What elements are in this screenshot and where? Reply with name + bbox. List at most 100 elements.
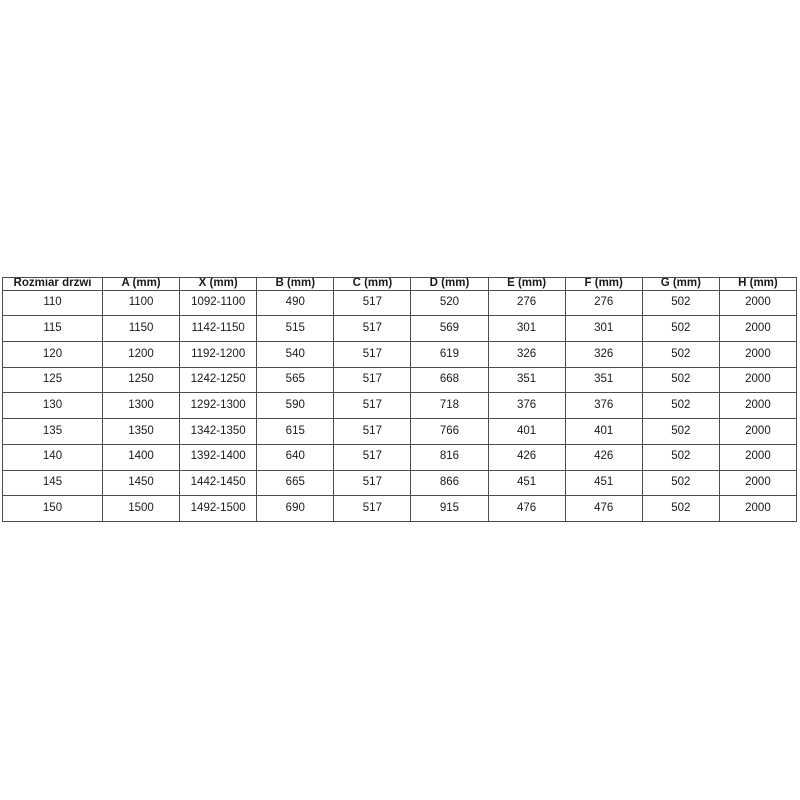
- table-cell: 1392-1400: [179, 443, 258, 471]
- table-cell: 1500: [101, 495, 181, 522]
- table-cell: 2000: [718, 289, 798, 317]
- table-cell: 502: [641, 418, 720, 445]
- header-cell: E (mm): [487, 277, 566, 291]
- table-row: 130 1300 1292-1300 590 517 718 376 376 502 2000: [2, 392, 798, 420]
- table-row: 135 1350 1342-1350 615 517 766 401 401 502 2000: [2, 418, 798, 445]
- table-cell: 502: [641, 315, 720, 342]
- table-cell: 326: [487, 340, 566, 368]
- table-cell: 351: [564, 366, 643, 394]
- table-cell: 376: [487, 392, 566, 420]
- table-cell: 120: [2, 340, 103, 368]
- table-cell: 110: [2, 289, 103, 317]
- table-cell: 517: [333, 392, 412, 420]
- table-cell: 2000: [718, 469, 798, 497]
- table-cell: 1492-1500: [179, 495, 258, 522]
- table-cell: 130: [2, 392, 103, 420]
- table-cell: 690: [256, 495, 335, 522]
- table-cell: 451: [564, 469, 643, 497]
- table-cell: 1242-1250: [179, 366, 258, 394]
- header-cell: C (mm): [333, 277, 412, 291]
- table-cell: 866: [410, 469, 489, 497]
- table-cell: 502: [641, 289, 720, 317]
- table-cell: 517: [333, 495, 412, 522]
- table-cell: 426: [564, 443, 643, 471]
- table-cell: 1092-1100: [179, 289, 258, 317]
- header-cell: Rozmiar drzwi: [2, 277, 103, 291]
- table-row: 110 1100 1092-1100 490 517 520 276 276 502 2000: [2, 289, 798, 317]
- header-cell: G (mm): [641, 277, 720, 291]
- table-cell: 569: [410, 315, 489, 342]
- table-cell: 115: [2, 315, 103, 342]
- table-cell: 565: [256, 366, 335, 394]
- table-cell: 517: [333, 340, 412, 368]
- table-cell: 140: [2, 443, 103, 471]
- table-cell: 502: [641, 340, 720, 368]
- table-cell: 276: [487, 289, 566, 317]
- table-cell: 301: [564, 315, 643, 342]
- table-cell: 1192-1200: [179, 340, 258, 368]
- table-row: 115 1150 1142-1150 515 517 569 301 301 502 2000: [2, 315, 798, 342]
- header-cell: B (mm): [256, 277, 335, 291]
- table-cell: 517: [333, 366, 412, 394]
- table-cell: 301: [487, 315, 566, 342]
- table-cell: 2000: [718, 495, 798, 522]
- table-cell: 1350: [101, 418, 181, 445]
- table-row: 150 1500 1492-1500 690 517 915 476 476 502 2000: [2, 495, 798, 522]
- table-cell: 2000: [718, 392, 798, 420]
- table-cell: 125: [2, 366, 103, 394]
- table-cell: 351: [487, 366, 566, 394]
- table-body: 110 1100 1092-1100 490 517 520 276 276 502 2000 11…: [2, 289, 798, 522]
- header-cell: H (mm): [718, 277, 798, 291]
- table-cell: 2000: [718, 315, 798, 342]
- table-cell: 276: [564, 289, 643, 317]
- table-cell: 401: [564, 418, 643, 445]
- table-cell: 1100: [101, 289, 181, 317]
- table-cell: 668: [410, 366, 489, 394]
- table-cell: 517: [333, 469, 412, 497]
- table-cell: 502: [641, 366, 720, 394]
- table-cell: 376: [564, 392, 643, 420]
- table-row: 120 1200 1192-1200 540 517 619 326 326 502 2000: [2, 340, 798, 368]
- table-cell: 135: [2, 418, 103, 445]
- table-cell: 401: [487, 418, 566, 445]
- table-cell: 766: [410, 418, 489, 445]
- table-cell: 1442-1450: [179, 469, 258, 497]
- table-cell: 2000: [718, 418, 798, 445]
- table-cell: 502: [641, 392, 720, 420]
- table-cell: 476: [564, 495, 643, 522]
- header-cell: D (mm): [410, 277, 489, 291]
- table-cell: 515: [256, 315, 335, 342]
- table-cell: 520: [410, 289, 489, 317]
- table-cell: 1300: [101, 392, 181, 420]
- table-cell: 502: [641, 469, 720, 497]
- table-header-row: Rozmiar drzwi A (mm) X (mm) B (mm) C (mm) D (…: [2, 277, 798, 291]
- header-cell: A (mm): [101, 277, 181, 291]
- door-size-table: Rozmiar drzwi A (mm) X (mm) B (mm) C (mm) D (…: [2, 277, 798, 522]
- table-cell: 1400: [101, 443, 181, 471]
- table-cell: 1342-1350: [179, 418, 258, 445]
- table-cell: 615: [256, 418, 335, 445]
- header-cell: F (mm): [564, 277, 643, 291]
- table-cell: 619: [410, 340, 489, 368]
- table-cell: 640: [256, 443, 335, 471]
- table-cell: 2000: [718, 366, 798, 394]
- table-cell: 590: [256, 392, 335, 420]
- table-cell: 476: [487, 495, 566, 522]
- table-cell: 451: [487, 469, 566, 497]
- table-cell: 1200: [101, 340, 181, 368]
- table-cell: 665: [256, 469, 335, 497]
- table-cell: 502: [641, 495, 720, 522]
- table-cell: 1250: [101, 366, 181, 394]
- table-cell: 915: [410, 495, 489, 522]
- table-cell: 2000: [718, 443, 798, 471]
- table-row: 145 1450 1442-1450 665 517 866 451 451 502 2000: [2, 469, 798, 497]
- table-cell: 517: [333, 418, 412, 445]
- table-cell: 490: [256, 289, 335, 317]
- table-cell: 502: [641, 443, 720, 471]
- table-cell: 150: [2, 495, 103, 522]
- table-row: 125 1250 1242-1250 565 517 668 351 351 502 2000: [2, 366, 798, 394]
- table-cell: 517: [333, 443, 412, 471]
- table-cell: 1142-1150: [179, 315, 258, 342]
- table-cell: 1292-1300: [179, 392, 258, 420]
